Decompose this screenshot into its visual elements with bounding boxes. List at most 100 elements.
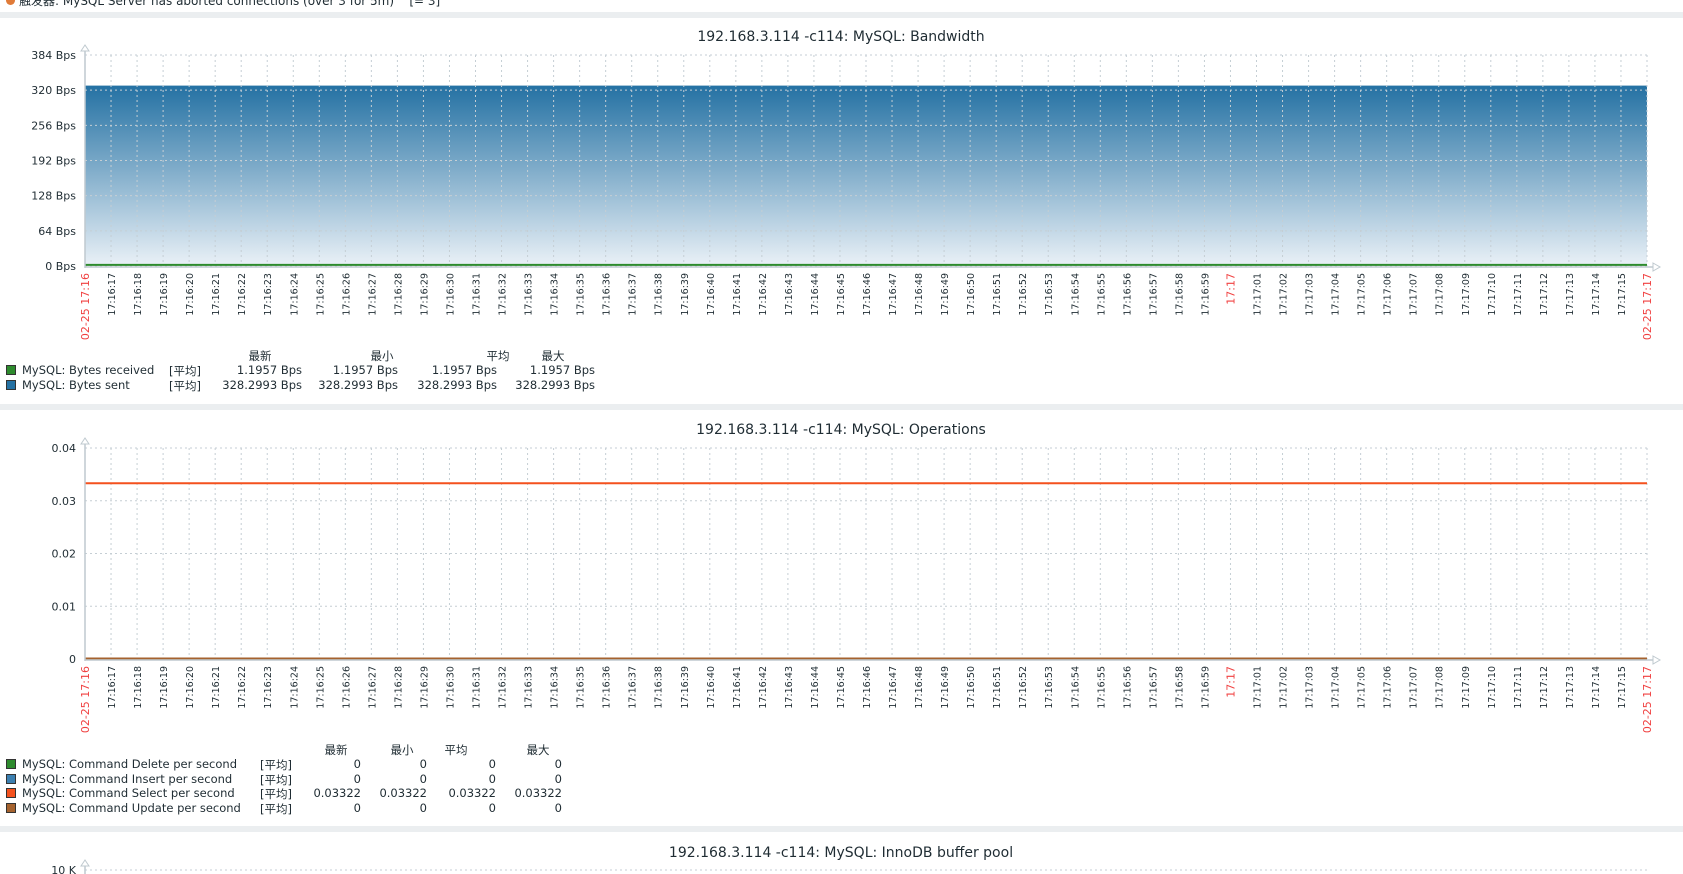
x-tick-label: 17:16:29 <box>419 666 430 709</box>
legend-header: 最小 <box>390 743 414 757</box>
x-tick-label: 17:16:45 <box>836 273 847 316</box>
y-tick-label: 320 Bps <box>31 84 76 97</box>
legend-color-swatch <box>6 379 16 390</box>
x-tick-label: 17:16:20 <box>185 666 196 709</box>
x-tick-label: 17:17:06 <box>1383 273 1394 316</box>
legend-value: 0 <box>488 771 496 786</box>
panel-divider <box>0 404 1683 410</box>
x-tick-label: 17:17:09 <box>1461 666 1472 709</box>
x-tick-label: 17:17:15 <box>1617 273 1628 316</box>
legend-value: 0 <box>554 757 562 771</box>
legend-series-name: MySQL: Command Update per second <box>22 800 241 815</box>
legend-value: 328.2993 Bps <box>222 377 302 392</box>
y-tick-label: 0.01 <box>52 600 77 613</box>
legend-color-swatch <box>6 365 16 375</box>
legend-value: 0 <box>419 800 427 815</box>
x-tick-label: 17:17:07 <box>1409 273 1420 316</box>
y-axis-arrow-icon <box>80 437 90 445</box>
x-tick-label: 17:16:18 <box>133 273 144 316</box>
trigger-severity-icon <box>6 0 15 5</box>
x-tick-label: 17:16:45 <box>836 666 847 709</box>
x-tick-label: 17:16:46 <box>862 273 873 316</box>
x-tick-label: 17:16:35 <box>576 666 587 709</box>
legend-color-swatch <box>6 802 16 813</box>
x-tick-label: 17:16:22 <box>237 666 248 709</box>
legend-series-name: MySQL: Bytes received <box>22 363 155 377</box>
x-tick-label: 17:17:09 <box>1461 273 1472 316</box>
x-tick-label: 02-25 17:16 <box>79 666 92 733</box>
x-tick-label: 17:16:38 <box>654 273 665 316</box>
y-tick-label: 192 Bps <box>31 155 76 168</box>
x-tick-label: 17:16:39 <box>680 273 691 316</box>
y-tick-label: 64 Bps <box>38 225 76 238</box>
x-tick-label: 17:16:56 <box>1122 666 1133 709</box>
x-tick-label: 17:16:44 <box>810 273 821 316</box>
x-tick-label: 17:16:26 <box>341 273 352 316</box>
x-tick-label: 17:16:47 <box>888 273 899 316</box>
y-tick-label: 0 <box>69 653 76 666</box>
x-tick-label: 17:17 <box>1224 666 1237 698</box>
x-tick-label: 17:16:19 <box>159 666 170 709</box>
chart-title: 192.168.3.114 -c114: MySQL: InnoDB buffe… <box>669 845 1013 861</box>
x-tick-label: 17:16:52 <box>1018 666 1029 709</box>
x-tick-label: 17:16:47 <box>888 666 899 709</box>
legend-header: 最大 <box>526 743 550 757</box>
y-axis-arrow-icon <box>80 859 90 867</box>
x-tick-label: 02-25 17:17 <box>1641 273 1654 340</box>
x-tick-label: 02-25 17:16 <box>79 273 92 340</box>
chart-title: 192.168.3.114 -c114: MySQL: Bandwidth <box>697 29 984 45</box>
x-tick-label: 17:16:31 <box>472 273 483 316</box>
x-tick-label: 17:17:12 <box>1539 666 1550 709</box>
legend-value: 0 <box>554 771 562 786</box>
x-tick-label: 17:16:18 <box>133 666 144 709</box>
legend-header-row: 最新 最小 平均 最大 <box>0 348 700 363</box>
x-tick-label: 17:16:49 <box>940 666 951 709</box>
legend-function: [平均] <box>260 801 292 816</box>
x-tick-label: 17:16:46 <box>862 666 873 709</box>
x-tick-label: 17:16:26 <box>341 666 352 709</box>
x-tick-label: 17:17:08 <box>1435 666 1446 709</box>
x-tick-label: 17:17:06 <box>1383 666 1394 709</box>
x-tick-label: 17:16:34 <box>550 666 561 709</box>
x-tick-label: 17:16:42 <box>758 666 769 709</box>
x-tick-label: 17:17:01 <box>1253 273 1264 316</box>
legend-item: MySQL: Command Delete per second [平均] 0 0 0 0 <box>0 757 700 772</box>
x-tick-label: 17:16:28 <box>393 273 404 316</box>
legend-function: [平均] <box>260 758 292 772</box>
x-tick-label: 17:16:17 <box>107 273 118 316</box>
x-tick-label: 17:16:25 <box>315 273 326 316</box>
x-tick-label: 17:16:17 <box>107 666 118 709</box>
legend-header-row: 最新 最小 平均 最大 <box>0 742 700 757</box>
x-tick-label: 17:17:15 <box>1617 666 1628 709</box>
x-tick-label: 17:16:42 <box>758 273 769 316</box>
x-tick-label: 17:16:51 <box>992 666 1003 709</box>
x-tick-label: 17:16:55 <box>1096 666 1107 709</box>
x-tick-label: 17:16:32 <box>498 666 509 709</box>
x-tick-label: 17:16:31 <box>472 666 483 709</box>
x-tick-label: 17:16:54 <box>1070 666 1081 709</box>
x-tick-label: 17:16:48 <box>914 273 925 316</box>
x-tick-label: 17:16:23 <box>263 666 274 709</box>
y-tick-label: 0 Bps <box>45 260 76 273</box>
x-tick-label: 17:16:20 <box>185 273 196 316</box>
panel-divider <box>0 12 1683 18</box>
legend-color-swatch <box>6 773 16 784</box>
x-tick-label: 17:16:57 <box>1148 273 1159 316</box>
x-tick-label: 17:16:59 <box>1200 273 1211 316</box>
x-tick-label: 17:16:27 <box>367 273 378 316</box>
legend-header: 最大 <box>541 349 565 363</box>
x-tick-label: 17:16:44 <box>810 666 821 709</box>
x-tick-label: 17:16:23 <box>263 273 274 316</box>
legend-item: MySQL: Bytes sent [平均] 328.2993 Bps 328.299… <box>0 377 700 393</box>
legend-function: [平均] <box>169 378 201 393</box>
x-tick-label: 17:16:56 <box>1122 273 1133 316</box>
legend-value: 0 <box>488 757 496 771</box>
x-tick-label: 17:16:38 <box>654 666 665 709</box>
x-tick-label: 17:16:19 <box>159 273 170 316</box>
x-tick-label: 17:16:36 <box>602 273 613 316</box>
legend-value: 328.2993 Bps <box>417 377 497 392</box>
legend-item: MySQL: Bytes received [平均] 1.1957 Bps 1.195… <box>0 363 700 378</box>
x-tick-label: 17:16:48 <box>914 666 925 709</box>
x-tick-label: 17:17 <box>1224 273 1237 305</box>
